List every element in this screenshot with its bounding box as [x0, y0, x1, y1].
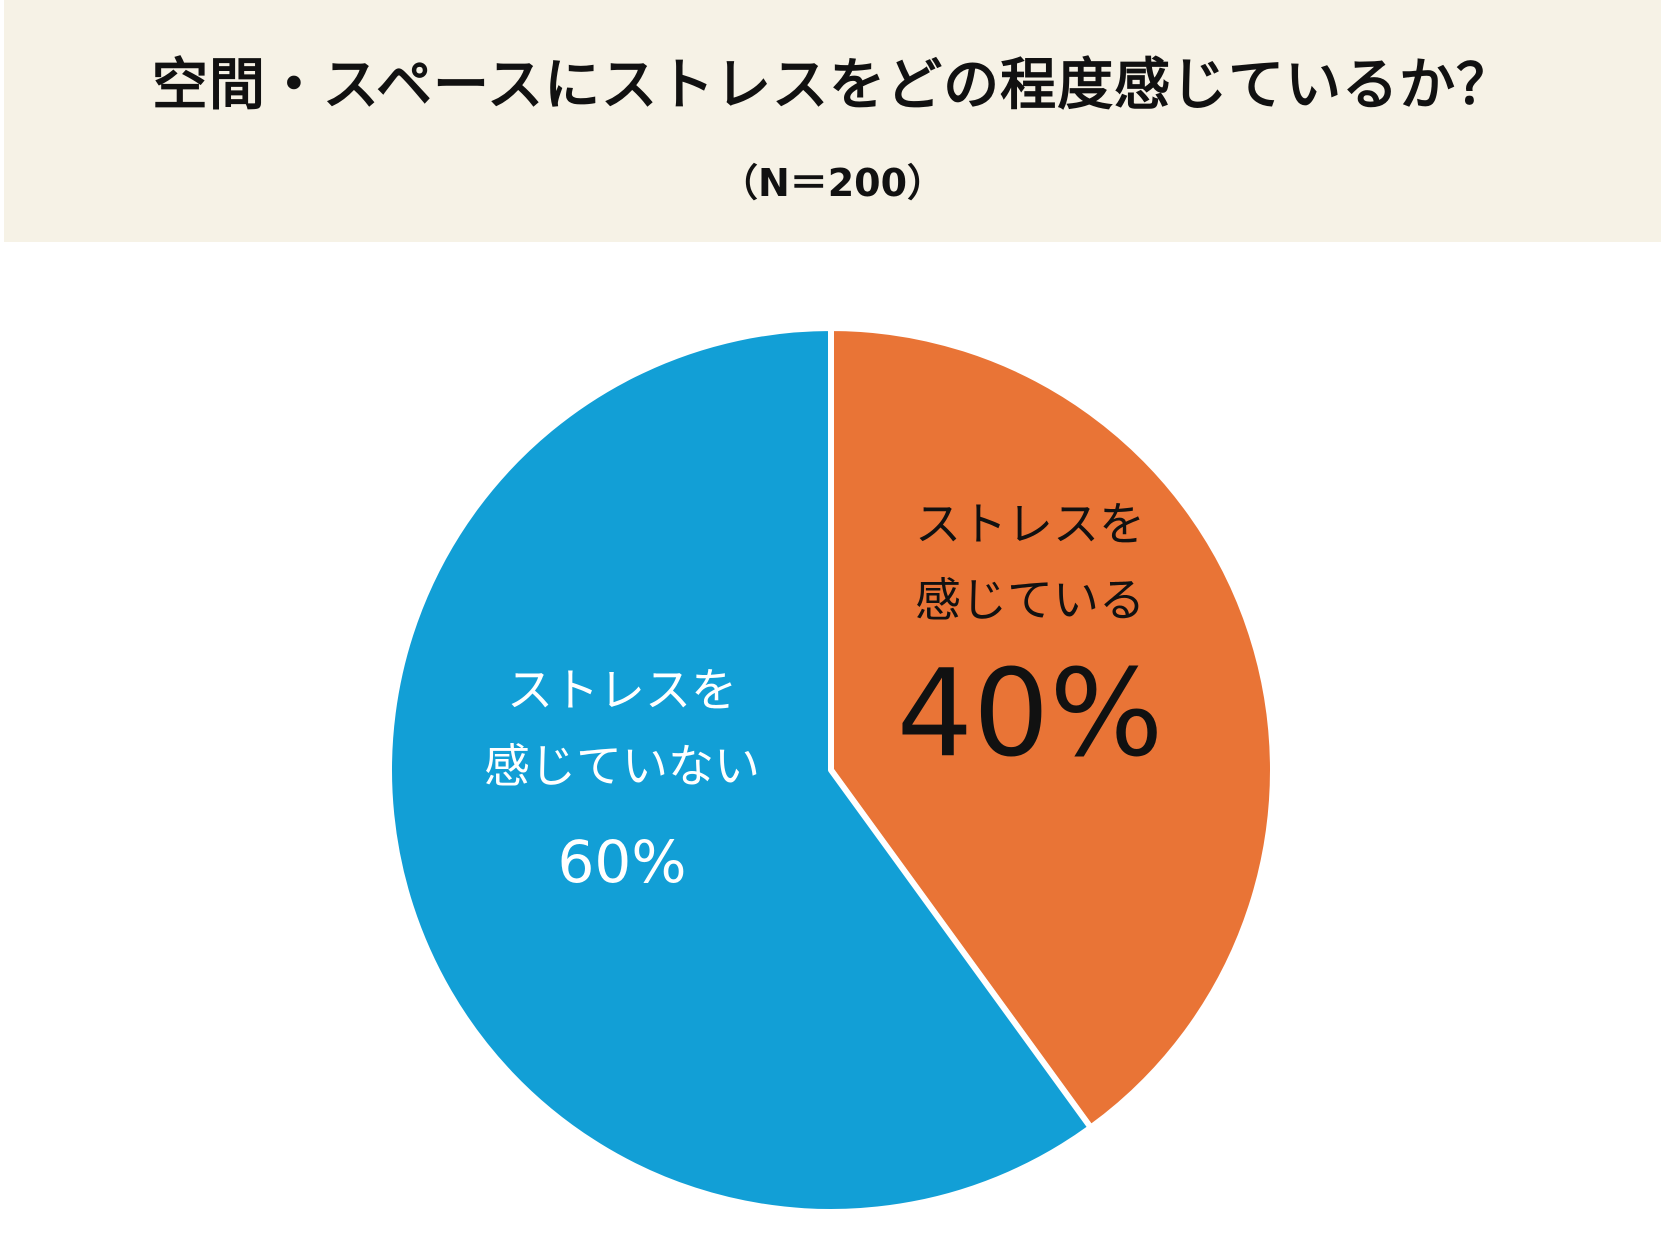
slice-label-line1-2: ストレスを: [507, 663, 737, 717]
slice-label-line2-2: 感じていない: [484, 739, 760, 793]
pie-slice-2: [386, 325, 1094, 1215]
chart-title: 空間・スペースにストレスをどの程度感じているか？: [151, 53, 1514, 118]
slice-percent-label-2: 60%: [558, 828, 687, 896]
pie-slice-1: [828, 325, 1277, 1131]
chart-subtitle: （N＝200）: [719, 161, 946, 205]
pie-slices: [386, 325, 1277, 1215]
title-banner: 空間・スペースにストレスをどの程度感じているか？ （N＝200）: [4, 0, 1661, 242]
slice-label-line2-1: 感じている: [915, 573, 1145, 627]
slice-label-line1-1: ストレスを: [915, 497, 1145, 551]
slice-percent-label-1: 40%: [897, 645, 1164, 784]
